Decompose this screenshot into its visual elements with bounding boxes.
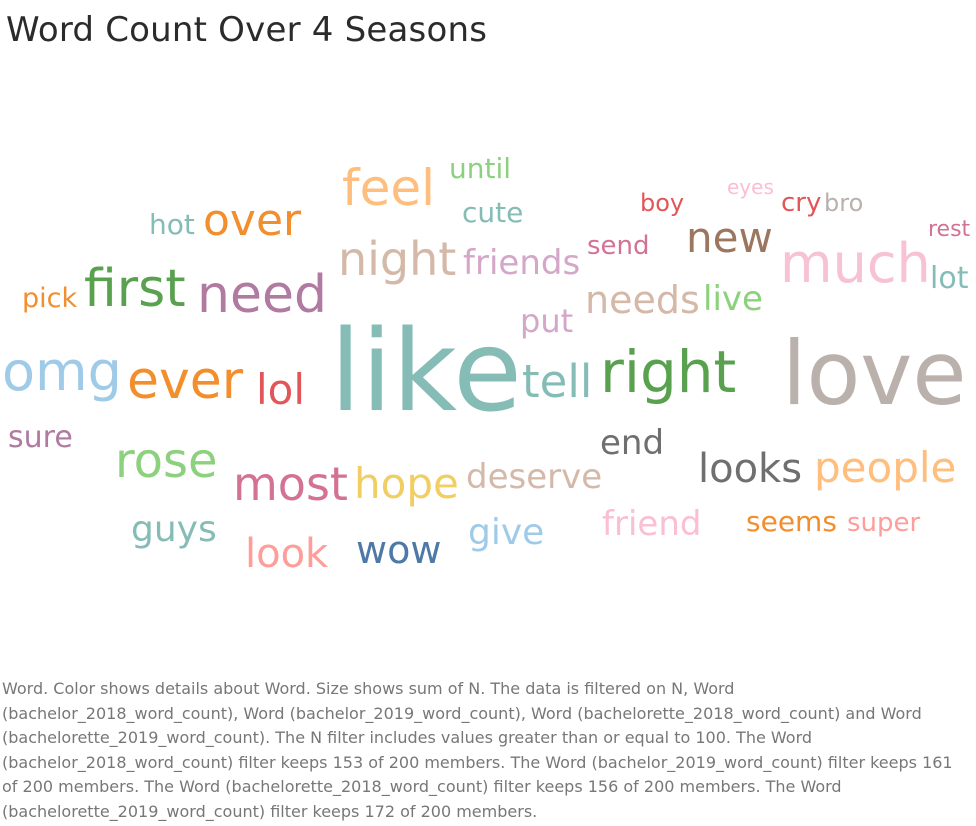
word-rest: rest [928, 217, 971, 242]
word-seems: seems [746, 505, 837, 538]
word-eyes: eyes [727, 175, 774, 199]
word-give: give [468, 512, 544, 553]
word-cute: cute [462, 196, 523, 229]
word-put: put [520, 302, 573, 340]
word-friends: friends [463, 243, 580, 283]
word-need: need [197, 265, 327, 325]
word-new: new [686, 213, 773, 262]
word-hope: hope [354, 459, 459, 508]
word-cry: cry [781, 188, 821, 218]
word-love: love [782, 322, 967, 425]
word-feel: feel [342, 159, 435, 217]
word-rose: rose [115, 433, 218, 489]
word-friend: friend [602, 504, 701, 544]
word-much: much [780, 232, 931, 295]
word-hot: hot [149, 208, 195, 241]
word-guys: guys [131, 509, 217, 550]
word-live: live [703, 279, 763, 319]
word-wow: wow [356, 528, 441, 572]
word-until: until [449, 152, 511, 185]
word-night: night [338, 232, 456, 286]
word-needs: needs [585, 278, 700, 322]
chart-title: Word Count Over 4 Seasons [6, 10, 488, 50]
word-look: look [245, 531, 329, 577]
word-lot: lot [930, 261, 969, 296]
word-pick: pick [22, 283, 77, 314]
word-end: end [600, 423, 664, 463]
word-right: right [600, 338, 736, 406]
word-sure: sure [8, 420, 73, 455]
word-boy: boy [640, 189, 684, 217]
word-most: most [233, 457, 348, 511]
word-ever: ever [127, 351, 244, 411]
word-bro: bro [824, 189, 863, 217]
word-looks: looks [698, 446, 802, 492]
word-omg: omg [2, 340, 122, 403]
word-like: like [330, 307, 522, 437]
word-first: first [84, 259, 186, 319]
word-super: super [847, 508, 921, 538]
word-over: over [203, 195, 302, 246]
word-people: people [814, 443, 956, 492]
chart-caption: Word. Color shows details about Word. Si… [2, 679, 953, 821]
word-lol: lol [256, 365, 305, 414]
word-deserve: deserve [466, 457, 602, 497]
word-send: send [587, 231, 650, 261]
word-tell: tell [522, 355, 592, 408]
